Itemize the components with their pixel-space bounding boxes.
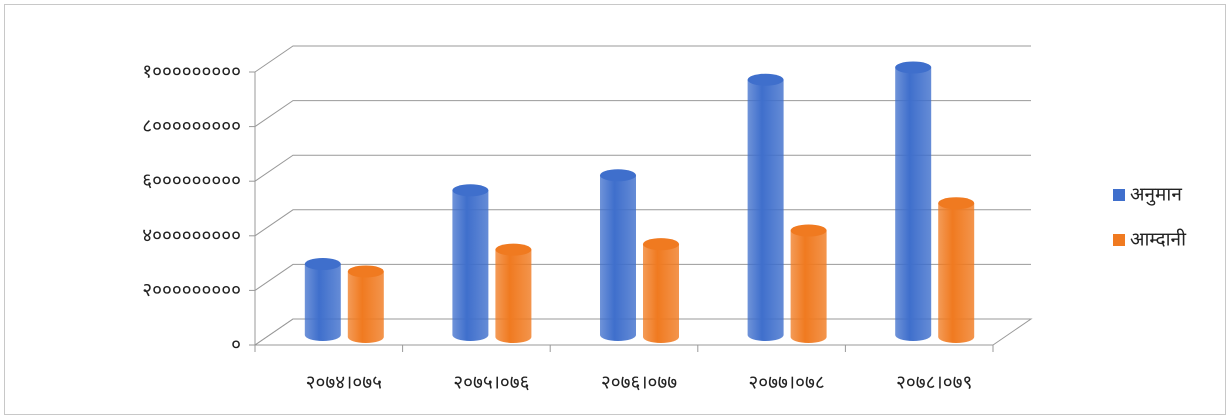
bar-top xyxy=(347,265,384,278)
grid-line xyxy=(254,100,1031,128)
legend-label: आम्दानी xyxy=(1130,228,1187,251)
legend-swatch xyxy=(1113,234,1125,246)
bar xyxy=(643,244,679,343)
y-tick-label: ६००००००००० xyxy=(142,170,241,192)
y-tick-label: १००००००००० xyxy=(142,61,241,83)
y-tick-label: ४००००००००० xyxy=(142,224,241,246)
bar xyxy=(600,175,636,341)
grid-line xyxy=(254,154,1031,182)
bar xyxy=(452,190,489,341)
bar xyxy=(790,230,827,343)
bar-top xyxy=(495,243,532,256)
grid-line xyxy=(254,45,1031,73)
bar-top xyxy=(643,238,679,251)
x-tick-label: २०७५।०७६ xyxy=(453,372,529,394)
bar xyxy=(747,79,784,342)
y-tick-label: २००००००००० xyxy=(142,279,241,301)
bar xyxy=(895,67,932,342)
bar-top xyxy=(452,184,489,197)
grid-line xyxy=(254,209,1031,237)
bar-top xyxy=(600,169,636,182)
bar-top xyxy=(895,61,932,74)
bar xyxy=(304,264,341,341)
grid-line xyxy=(254,318,1031,346)
y-tick-label: ८००००००००० xyxy=(142,115,241,137)
x-tick-label: २०७६।०७७ xyxy=(601,372,677,394)
bar-top xyxy=(790,224,827,237)
bar-top xyxy=(304,258,341,271)
bar xyxy=(495,249,532,343)
legend-swatch xyxy=(1113,189,1125,201)
legend-label: अनुमान xyxy=(1130,184,1182,207)
bar-top xyxy=(747,73,784,86)
x-tick-label: २०७४।०७५ xyxy=(306,372,382,394)
grid-line xyxy=(254,263,1031,291)
x-tick-label: २०७७।०७८ xyxy=(748,372,824,394)
bar xyxy=(938,203,975,343)
bar xyxy=(347,271,384,343)
bar-top xyxy=(938,197,975,210)
x-tick-label: २०७८।०७९ xyxy=(896,372,972,394)
y-tick-label: ० xyxy=(231,334,241,356)
